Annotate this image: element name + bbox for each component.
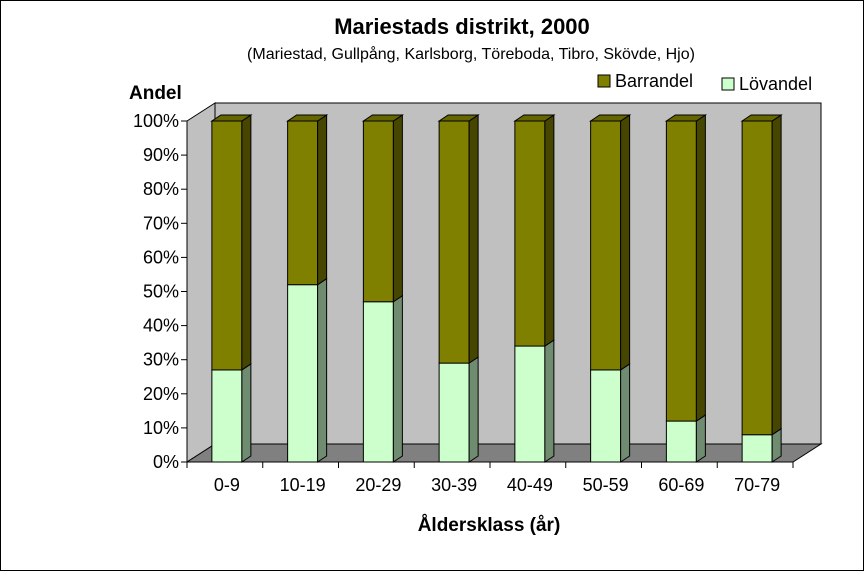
bar-lövandel [665,414,706,463]
bar-top [210,114,253,122]
bar-side [695,414,706,463]
y-tick-label: 0% [153,452,179,472]
bar-top [437,114,480,122]
legend-swatch [721,77,735,91]
bar-side [620,362,631,463]
bar-lövandel [287,277,328,463]
bar-front [741,120,773,436]
y-tick-label: 90% [143,145,179,165]
bar-lövandel [362,294,403,463]
bar-front [514,120,546,347]
y-tick-label: 100% [133,111,179,131]
x-tick-label: 70-79 [734,475,780,495]
bar-barrandel [665,114,706,423]
side-wall [186,102,216,463]
y-tick-label: 50% [143,282,179,302]
y-tick-label: 30% [143,350,179,370]
plot-area: 0% 10% 20% 30% 40% 50% 60% 70% 80% 90% 100% 0-9 10-1… [133,102,823,495]
chart-title: Mariestads distrikt, 2000 [334,14,590,39]
chart-subtitle: (Mariestad, Gullpång, Karlsborg, Törebod… [247,45,695,63]
bar-front [211,369,243,463]
x-tick-label: 40-49 [507,475,553,495]
bar-top [588,114,632,122]
bar-barrandel [741,114,782,436]
bar-barrandel [362,114,403,303]
bar-side [620,114,631,371]
bar-front [362,301,394,463]
bar-front [211,120,243,371]
bar-side [392,114,403,303]
bar-barrandel [211,114,252,371]
bar-side [544,339,555,463]
bar-side [468,356,479,463]
bar-front [438,120,470,364]
bar-side [771,114,782,436]
bar-side [241,362,252,463]
bar-side [317,277,328,463]
bar-barrandel [514,114,555,347]
bar-lövandel [438,356,479,463]
legend: Barrandel Lövandel [597,71,812,94]
bar-barrandel [287,114,328,286]
y-tick-label: 40% [143,316,179,336]
bar-barrandel [438,114,479,365]
bar-side [544,114,555,347]
bar-barrandel [590,114,631,371]
bar-side [392,294,403,463]
x-tick-label: 0-9 [214,475,240,495]
x-tick-label: 60-69 [658,475,704,495]
bar-front [514,345,546,463]
bar-top [361,114,405,122]
x-tick-label: 50-59 [583,475,629,495]
bar-front [665,120,697,422]
legend-label: Lövandel [739,74,812,94]
bar-side [241,114,252,371]
y-tick-label: 20% [143,384,179,404]
x-axis-title: Åldersklass (år) [418,515,561,536]
bar-front [590,369,622,463]
bar-top [285,114,329,122]
bar-front [741,434,773,463]
bar-lövandel [211,362,252,463]
y-tick-label: 60% [143,247,179,267]
bar-top [513,114,556,122]
bar-lövandel [514,339,555,463]
legend-swatch [597,74,611,88]
bar-lövandel [590,362,631,463]
bar-lövandel [741,427,782,463]
x-tick-label: 10-19 [280,475,326,495]
floor [185,443,823,463]
bar-side [695,114,706,423]
y-tick-label: 70% [143,213,179,233]
bar-side [468,114,479,365]
bar-side [317,114,328,286]
bar-top [664,114,708,122]
bar-front [590,120,622,371]
bar-front [287,120,319,286]
legend-label: Barrandel [615,71,693,91]
bar-top [740,114,783,122]
bar-front [287,284,319,463]
bar-front [665,420,697,463]
x-tick-label: 30-39 [431,475,477,495]
bar-front [438,362,470,463]
bar-front [362,120,394,303]
y-tick-label: 80% [143,179,179,199]
y-axis-title: Andel [129,83,182,104]
y-tick-label: 10% [143,418,179,438]
x-tick-label: 20-29 [355,475,401,495]
